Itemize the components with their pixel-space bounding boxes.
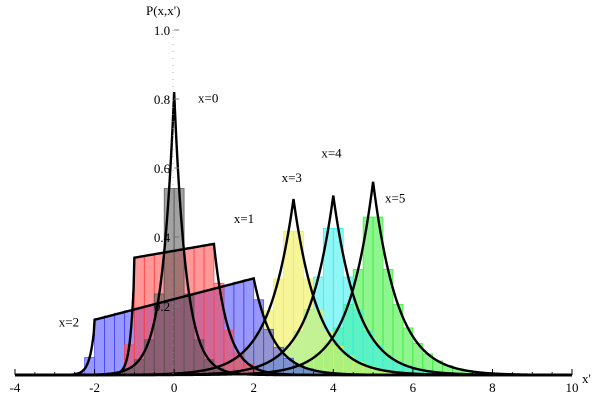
labels-layer: P(x,x') x' [146, 3, 591, 386]
x-tick-label: -2 [89, 380, 100, 395]
y-tick-label: 0.6 [154, 161, 171, 176]
bar-x-0 [143, 339, 155, 376]
y-tick-label: 1.0 [154, 23, 170, 38]
bars-layer [74, 188, 493, 376]
annotation-label: x=4 [321, 146, 342, 161]
bar-x-2 [104, 315, 115, 376]
x-tick-label: 6 [410, 380, 417, 395]
x-tick-label: 0 [171, 380, 178, 395]
x-tick-label: -4 [10, 380, 21, 395]
annotation-label: x=1 [234, 211, 254, 226]
bar-x-2 [114, 312, 125, 376]
bar-x-1 [133, 256, 145, 376]
annotation-label: x=5 [385, 191, 405, 206]
ticks-layer: -4 -2 0 2 4 6 8 10 0.2 0.4 0.6 0.8 1.0 [10, 23, 579, 395]
bar-x-0 [183, 293, 195, 376]
bar-x-2 [94, 318, 105, 376]
x-tick-label: 4 [330, 380, 337, 395]
annotation-label: x=2 [59, 315, 79, 330]
annotation-label: x=3 [282, 170, 302, 185]
bar-x-0 [163, 188, 175, 376]
y-tick-label: 0.4 [154, 230, 171, 245]
bar-x-0 [173, 188, 185, 376]
y-tick-label: 0.2 [154, 299, 170, 314]
x-tick-label: 8 [489, 380, 496, 395]
y-axis-title: P(x,x') [146, 3, 180, 18]
y-tick-label: 0.8 [154, 92, 170, 107]
x-tick-label: 2 [250, 380, 257, 395]
bar-x-1 [213, 282, 225, 376]
x-tick-label: 10 [566, 380, 579, 395]
annotations-layer: x=0 x=1 x=2 x=3 x=4 x=5 [59, 90, 406, 329]
annotation-label: x=0 [198, 90, 218, 105]
x-axis-title: x' [582, 371, 591, 386]
